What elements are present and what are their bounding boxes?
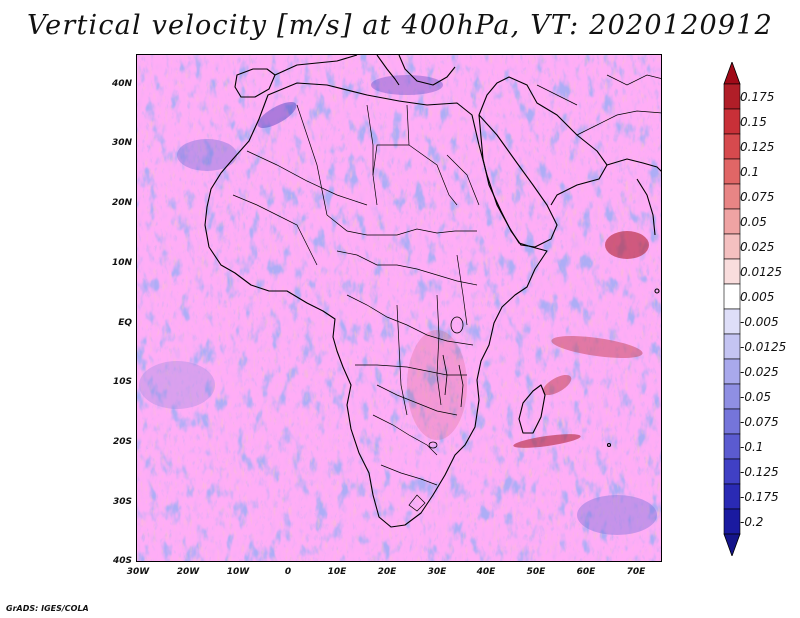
colorbar-label: 0.075 [740, 189, 775, 204]
colorbar-label: 0.1 [740, 164, 760, 179]
lon-label-30e: 30E [427, 567, 447, 577]
colorbar-swatch [723, 433, 741, 460]
colorbar-label: 0.175 [740, 89, 775, 104]
colorbar-swatch [723, 83, 741, 110]
lon-label-0: 0 [284, 567, 292, 577]
colorbar-label: -0.1 [740, 439, 764, 454]
colorbar-swatch [723, 358, 741, 385]
colorbar-label: -0.005 [740, 314, 779, 329]
colorbar-swatch [723, 158, 741, 185]
colorbar-label: 0.05 [740, 214, 767, 229]
credit-text: GrADS: IGES/COLA [6, 604, 89, 613]
lat-label-20s: 20S [112, 437, 132, 447]
country-borders [232, 74, 661, 512]
lon-label-50e: 50E [526, 567, 546, 577]
lat-label-10n: 10N [111, 258, 132, 268]
lon-label-20w: 20W [176, 567, 200, 577]
lat-label-20n: 20N [111, 198, 132, 208]
colorbar-label: -0.025 [740, 364, 779, 379]
colorbar-swatch [723, 233, 741, 260]
colorbar-label: -0.175 [740, 489, 779, 504]
lakes [428, 316, 464, 449]
colorbar [723, 62, 741, 556]
map-title: Vertical velocity [m/s] at 400hPa, VT: 2… [26, 10, 774, 41]
lon-label-10e: 10E [327, 567, 347, 577]
colorbar-swatch [723, 508, 741, 535]
lon-label-70e: 70E [626, 567, 646, 577]
colorbar-swatch [723, 483, 741, 510]
strong-features [139, 75, 657, 535]
colorbar-swatch [723, 408, 741, 435]
colorbar-label: 0.0125 [740, 264, 782, 279]
colorbar-swatch [723, 383, 741, 410]
colorbar-swatch [723, 208, 741, 235]
colorbar-label: 0.125 [740, 139, 775, 154]
colorbar-label: 0.005 [740, 289, 775, 304]
colorbar-swatch [723, 308, 741, 335]
colorbar-swatch [723, 283, 741, 310]
lat-label-30s: 30S [112, 497, 132, 507]
lon-label-60e: 60E [576, 567, 596, 577]
colorbar-swatch [723, 458, 741, 485]
lat-label-eq: EQ [118, 318, 132, 328]
colorbar-label: -0.075 [740, 414, 779, 429]
colorbar-swatch [723, 183, 741, 210]
coastlines [204, 55, 661, 528]
colorbar-label: 0.15 [740, 114, 767, 129]
colorbar-swatch [723, 133, 741, 160]
colorbar-label: -0.05 [740, 389, 772, 404]
colorbar-max-arrow [723, 62, 741, 85]
colorbar-label: 0.025 [740, 239, 775, 254]
vertical-velocity-map [136, 54, 662, 562]
velocity-streaks-blue [137, 55, 661, 561]
lat-label-40n: 40N [111, 79, 132, 89]
lat-label-40s: 40S [112, 556, 132, 566]
lat-label-30n: 30N [111, 138, 132, 148]
colorbar-min-arrow [723, 533, 741, 556]
colorbar-swatch [723, 333, 741, 360]
lat-label-10s: 10S [112, 377, 132, 387]
lon-label-30w: 30W [126, 567, 150, 577]
lon-label-40e: 40E [476, 567, 496, 577]
lon-label-20e: 20E [377, 567, 397, 577]
colorbar-label: -0.0125 [740, 339, 787, 354]
colorbar-swatch [723, 108, 741, 135]
colorbar-label: -0.125 [740, 464, 779, 479]
colorbar-label: -0.2 [740, 514, 764, 529]
colorbar-swatch [723, 258, 741, 285]
lon-label-10w: 10W [226, 567, 250, 577]
